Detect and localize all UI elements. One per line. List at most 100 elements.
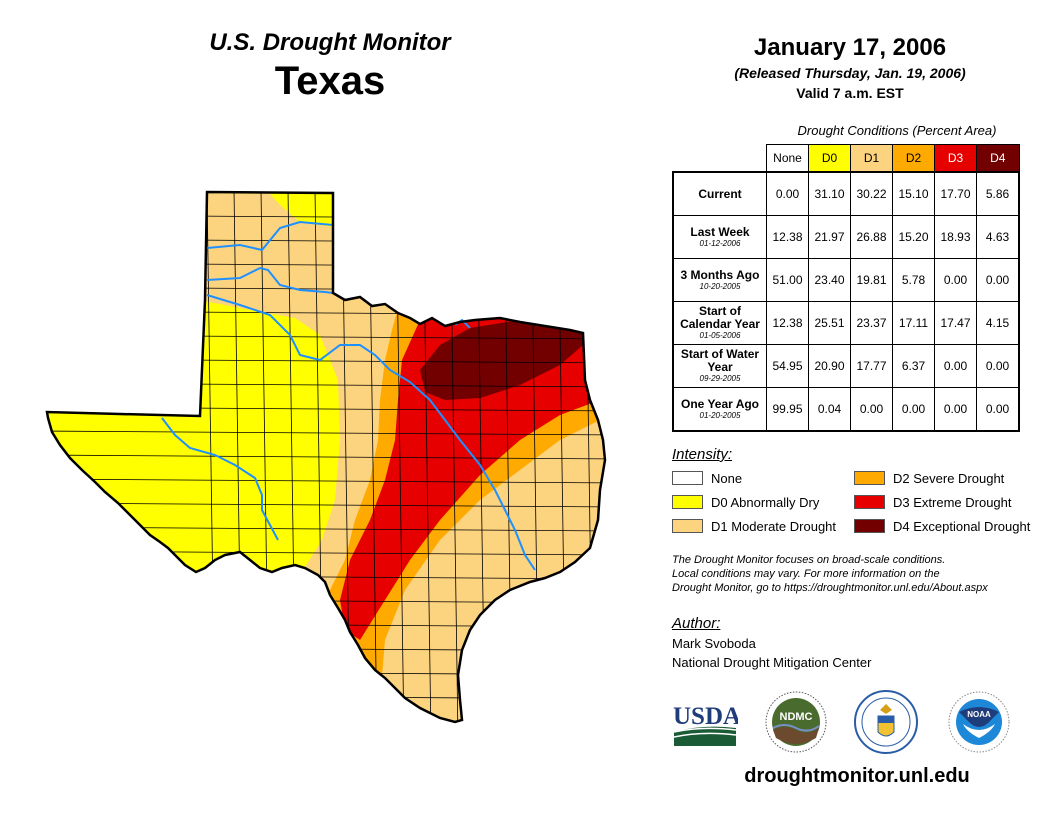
- col-header-d0: D0: [808, 144, 851, 173]
- table-row: Start of Calendar Year 01-05-2006 12.38 25.…: [672, 301, 1020, 345]
- author-title: Author:: [672, 615, 721, 632]
- row-label-text: 3 Months Ago: [680, 267, 760, 282]
- col-header-d3: D3: [934, 144, 977, 173]
- cell-d3: 0.00: [934, 258, 977, 302]
- table-body: Current 0.00 31.10 30.22 15.10 17.70 5.86 Last …: [672, 171, 1020, 432]
- intensity-legend: Intensity: None D2 Severe Drought D0 Abnor…: [672, 445, 1042, 534]
- county-line: [47, 718, 605, 722]
- cell-none: 0.00: [766, 171, 809, 216]
- legend-item: D0 Abnormally Dry: [672, 494, 854, 510]
- title-block: U.S. Drought Monitor Texas: [150, 28, 510, 104]
- cell-d1: 23.37: [850, 301, 893, 345]
- date-block: January 17, 2006 (Released Thursday, Jan…: [690, 33, 1010, 103]
- cell-none: 99.95: [766, 387, 809, 432]
- cell-d2: 15.10: [892, 171, 935, 216]
- table-row: Start of Water Year 09-29-2005 54.95 20.90 1…: [672, 344, 1020, 388]
- d4-area: [420, 320, 583, 400]
- noaa-logo: NOAA: [948, 691, 1010, 753]
- row-label-text: One Year Ago: [680, 396, 760, 411]
- cell-d3: 17.70: [934, 171, 977, 216]
- brazos-river: [206, 294, 536, 571]
- legend-item: D2 Severe Drought: [854, 470, 1044, 486]
- rio-grande: [161, 417, 279, 541]
- legend-label: D0 Abnormally Dry: [711, 494, 820, 510]
- map-date: January 17, 2006: [753, 34, 947, 61]
- cell-d1: 30.22: [850, 171, 893, 216]
- cell-d0: 23.40: [808, 258, 851, 302]
- cell-d0: 25.51: [808, 301, 851, 345]
- legend-items: None D2 Severe Drought D0 Abnormally Dry D3…: [672, 470, 1042, 534]
- row-label: Current: [672, 171, 767, 216]
- legend-title: Intensity:: [672, 446, 733, 463]
- table-row: 3 Months Ago 10-20-2005 51.00 23.40 19.81 5.7…: [672, 258, 1020, 302]
- cell-d4: 4.63: [976, 215, 1020, 259]
- county-line: [47, 646, 605, 652]
- row-date: 10-20-2005: [699, 281, 741, 291]
- legend-swatch: [854, 519, 885, 533]
- row-date: 01-05-2006: [699, 331, 741, 340]
- cell-none: 51.00: [766, 258, 809, 302]
- release-date: (Released Thursday, Jan. 19, 2006): [734, 65, 966, 81]
- texas-outline: [45, 190, 607, 724]
- cell-d0: 21.97: [808, 215, 851, 259]
- usda-logo-text: USDA: [673, 703, 738, 730]
- red-river-prairie-dog: [206, 266, 334, 294]
- county-line: [47, 478, 605, 484]
- drought-conditions-table: None D0 D1 D2 D3 D4 Current 0.00 31.10 30.2…: [672, 144, 1020, 432]
- cell-d0: 31.10: [808, 171, 851, 216]
- row-label: 3 Months Ago 10-20-2005: [672, 258, 767, 302]
- row-date: 09-29-2005: [699, 374, 741, 383]
- table-header-row: None D0 D1 D2 D3 D4: [673, 144, 1020, 173]
- table-row: Last Week 01-12-2006 12.38 21.97 26.88 15.20 1…: [672, 215, 1020, 259]
- texas-drought-map: [45, 190, 607, 724]
- legend-label: D3 Extreme Drought: [893, 494, 1012, 510]
- legend-label: D4 Exceptional Drought: [893, 518, 1031, 534]
- cell-d1: 19.81: [850, 258, 893, 302]
- ndmc-logo: NDMC: [765, 691, 827, 753]
- map-title: U.S. Drought Monitor: [209, 29, 451, 56]
- disclaimer-note: The Drought Monitor focuses on broad-sca…: [672, 553, 1052, 595]
- noaa-logo-text: NOAA: [967, 710, 991, 719]
- note-line: Local conditions may vary. For more info…: [672, 568, 940, 580]
- cell-d2: 5.78: [892, 258, 935, 302]
- cell-d1: 0.00: [850, 387, 893, 432]
- d3-area: [340, 318, 600, 640]
- commerce-logo: [854, 690, 918, 754]
- ndmc-logo-text: NDMC: [780, 711, 813, 723]
- usda-logo: USDA: [673, 703, 738, 746]
- cell-d0: 0.04: [808, 387, 851, 432]
- row-label-text: Start of Water Year: [680, 347, 760, 374]
- author-block: Author: Mark Svoboda National Drought Mi…: [672, 614, 1032, 672]
- legend-item: D3 Extreme Drought: [854, 494, 1044, 510]
- agency-logos: USDA NDMC NOAA: [672, 690, 1042, 760]
- row-label-text: Current: [698, 186, 742, 201]
- col-header-none: None: [766, 144, 809, 173]
- cell-d2: 15.20: [892, 215, 935, 259]
- col-header-d2: D2: [892, 144, 935, 173]
- legend-swatch: [672, 495, 703, 509]
- county-line: [47, 694, 605, 700]
- cell-none: 12.38: [766, 301, 809, 345]
- cell-d0: 20.90: [808, 344, 851, 388]
- table-row: Current 0.00 31.10 30.22 15.10 17.70 5.86: [672, 171, 1020, 216]
- cell-d4: 0.00: [976, 258, 1020, 302]
- row-label: Start of Water Year 09-29-2005: [672, 344, 767, 388]
- col-header-d1: D1: [850, 144, 893, 173]
- website-url[interactable]: droughtmonitor.unl.edu: [744, 765, 970, 787]
- cell-none: 12.38: [766, 215, 809, 259]
- valid-time: Valid 7 a.m. EST: [796, 85, 904, 101]
- cell-d1: 17.77: [850, 344, 893, 388]
- cell-d4: 4.15: [976, 301, 1020, 345]
- legend-label: D1 Moderate Drought: [711, 518, 837, 534]
- note-line: Drought Monitor, go to https://droughtmo…: [672, 582, 988, 594]
- drought-layers: [47, 192, 605, 722]
- canadian-river: [206, 220, 334, 252]
- author-org: National Drought Mitigation Center: [672, 655, 872, 670]
- cell-d4: 0.00: [976, 344, 1020, 388]
- county-line: [47, 430, 605, 436]
- region-title: Texas: [274, 59, 386, 103]
- legend-swatch: [672, 519, 703, 533]
- legend-item: D4 Exceptional Drought: [854, 518, 1044, 534]
- table-row: One Year Ago 01-20-2005 99.95 0.04 0.00 0.00 0…: [672, 387, 1020, 432]
- legend-label: None: [711, 470, 743, 486]
